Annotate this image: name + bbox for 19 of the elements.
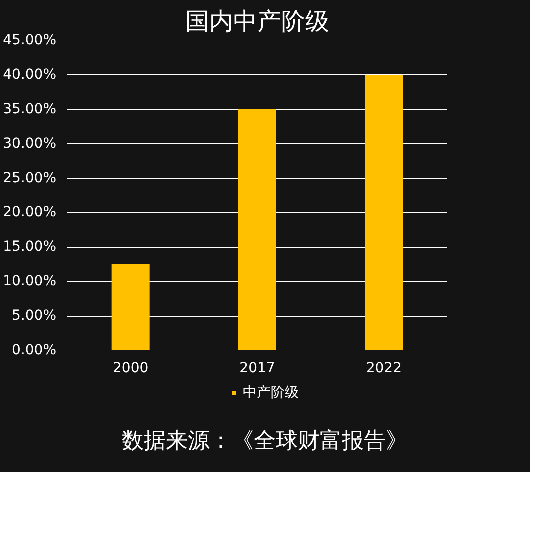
y-tick-label: 10.00% bbox=[3, 274, 57, 290]
chart-title: 国内中产阶级 bbox=[186, 8, 330, 36]
legend-label: 中产阶级 bbox=[243, 384, 299, 402]
y-tick-label: 15.00% bbox=[3, 239, 57, 256]
y-tick-label: 40.00% bbox=[3, 66, 57, 83]
source-note: 数据来源：《全球财富报告》 bbox=[122, 428, 408, 456]
y-tick-label: 30.00% bbox=[3, 136, 57, 152]
x-tick-label: 2000 bbox=[113, 360, 149, 376]
bar bbox=[112, 264, 150, 350]
y-tick-label: 35.00% bbox=[3, 101, 57, 118]
bar bbox=[365, 74, 404, 350]
x-tick-label: 2022 bbox=[366, 360, 402, 376]
y-tick-label: 5.00% bbox=[12, 308, 57, 324]
x-tick-label: 2017 bbox=[240, 360, 276, 376]
y-tick-label: 0.00% bbox=[12, 342, 57, 358]
y-tick-label: 25.00% bbox=[3, 170, 57, 186]
y-tick-label: 20.00% bbox=[3, 204, 57, 221]
bar bbox=[238, 109, 276, 350]
y-tick-label: 45.00% bbox=[3, 32, 57, 48]
